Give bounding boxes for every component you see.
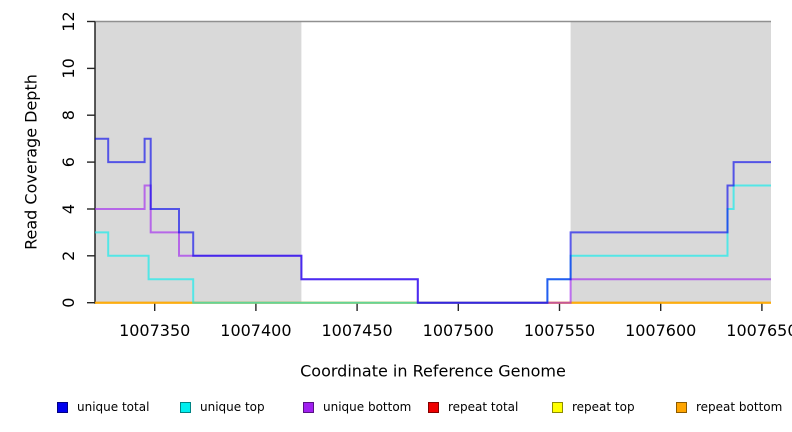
x-tick-label: 1007400	[220, 321, 291, 340]
y-tick-label: 10	[59, 58, 78, 78]
y-tick-label: 0	[59, 298, 78, 308]
x-tick-label: 1007650	[726, 321, 792, 340]
y-axis-title: Read Coverage Depth	[21, 74, 41, 250]
x-tick-label: 1007550	[524, 321, 595, 340]
series-line-unique-total	[95, 137, 771, 304]
y-tick-label: 12	[59, 11, 78, 31]
y-tick-label: 4	[59, 204, 78, 214]
y-tick-label: 2	[59, 251, 78, 261]
x-axis-title: Coordinate in Reference Genome	[300, 361, 566, 381]
x-tick-label: 1007500	[423, 321, 494, 340]
y-tick-label: 8	[59, 110, 78, 120]
y-tick-label: 6	[59, 157, 78, 167]
x-tick-label: 1007350	[119, 321, 190, 340]
x-tick-label: 1007600	[625, 321, 696, 340]
x-tick-label: 1007450	[321, 321, 392, 340]
